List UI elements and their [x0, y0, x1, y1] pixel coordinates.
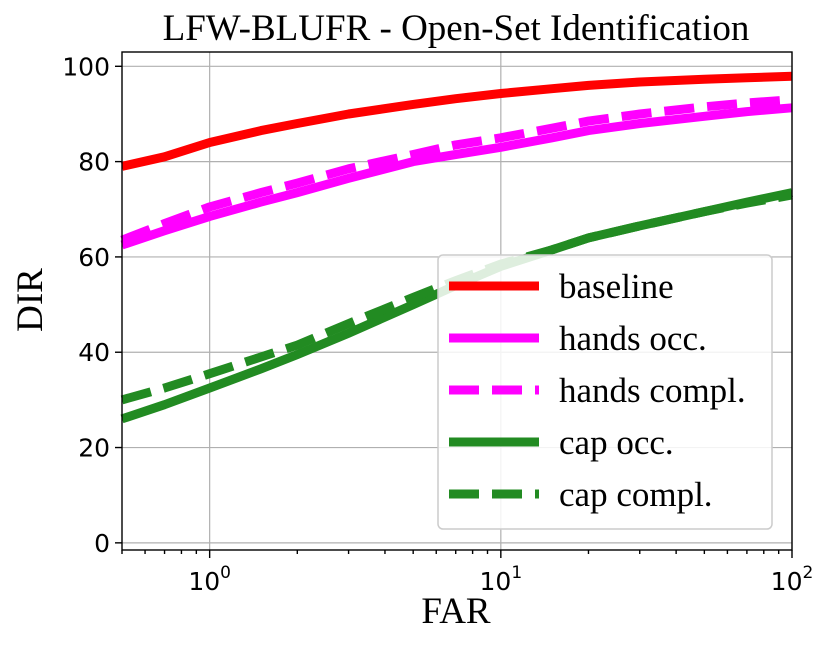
- series-line: [120, 103, 793, 250]
- y-tick-label: 40: [78, 338, 110, 367]
- legend: baseline hands occ. hands compl. cap occ. ca…: [437, 254, 773, 530]
- legend-label: hands compl.: [559, 371, 746, 410]
- y-tick-label: 80: [78, 148, 110, 177]
- x-tick-label: 102: [771, 563, 814, 596]
- legend-label: cap compl.: [559, 475, 713, 514]
- x-tick-label: 100: [188, 563, 231, 596]
- x-tick-label: 101: [480, 563, 523, 596]
- y-tick-label: 0: [94, 529, 110, 558]
- y-tick-label: 60: [78, 243, 110, 272]
- y-axis-label: DIR: [10, 268, 51, 332]
- legend-label: hands occ.: [559, 319, 707, 358]
- legend-label: cap occ.: [559, 423, 674, 462]
- y-tick-label: 20: [78, 434, 110, 463]
- y-tick-label: 100: [62, 52, 110, 81]
- legend-box: [437, 254, 773, 530]
- axes-frame: [121, 51, 793, 551]
- legend-label: baseline: [559, 267, 674, 306]
- chart-title: LFW-BLUFR - Open-Set Identification: [163, 8, 750, 49]
- axis-ticks: 0 20 40 60 80 100 100 101 102: [62, 52, 813, 596]
- x-axis-label: FAR: [421, 591, 491, 632]
- series-line: [120, 95, 793, 245]
- series-line: [121, 71, 793, 171]
